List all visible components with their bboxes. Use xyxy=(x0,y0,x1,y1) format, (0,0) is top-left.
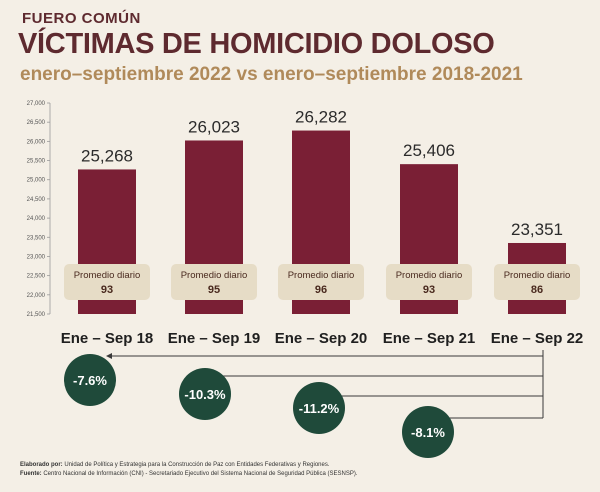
change-circle xyxy=(64,354,116,406)
change-label: -8.1% xyxy=(411,425,445,440)
change-circle xyxy=(179,368,231,420)
daily-average-label: Promedio diario xyxy=(181,270,248,281)
y-tick-label: 23,000 xyxy=(27,254,46,260)
daily-average-label: Promedio diario xyxy=(74,270,141,281)
chart-title: VÍCTIMAS DE HOMICIDIO DOLOSO xyxy=(18,28,495,60)
daily-average-label: Promedio diario xyxy=(288,270,355,281)
bar-value-label: 25,268 xyxy=(81,146,133,165)
y-tick-label: 26,000 xyxy=(27,139,46,145)
daily-average-value: 86 xyxy=(531,284,543,296)
x-category-label: Ene – Sep 21 xyxy=(383,330,476,347)
daily-average-badge xyxy=(386,264,472,300)
daily-average-value: 93 xyxy=(423,284,435,296)
x-category-label: Ene – Sep 20 xyxy=(275,330,368,347)
change-label: -7.6% xyxy=(73,373,107,388)
bar-value-label: 26,023 xyxy=(188,117,240,136)
daily-average-label: Promedio diario xyxy=(504,270,571,281)
daily-average-badge xyxy=(278,264,364,300)
footnote-prepared-label: Elaborado por: xyxy=(20,462,63,468)
change-label: -10.3% xyxy=(184,387,226,402)
footnote-source: Fuente: Centro Nacional de Información (… xyxy=(20,471,358,477)
y-tick-label: 25,000 xyxy=(27,178,46,184)
footnote-prepared: Elaborado por: Unidad de Política y Estr… xyxy=(20,462,330,468)
daily-average-badge xyxy=(64,264,150,300)
y-tick-label: 22,500 xyxy=(27,274,46,280)
kicker-label: FUERO COMÚN xyxy=(22,10,141,27)
y-tick-label: 23,500 xyxy=(27,235,46,241)
daily-average-value: 95 xyxy=(208,284,220,296)
y-tick-label: 25,500 xyxy=(27,159,46,165)
daily-average-value: 93 xyxy=(101,284,113,296)
change-label: -11.2% xyxy=(299,401,340,416)
y-tick-label: 24,000 xyxy=(27,216,46,222)
daily-average-label: Promedio diario xyxy=(396,270,463,281)
y-tick-label: 21,500 xyxy=(27,312,46,318)
y-tick-label: 22,000 xyxy=(27,293,46,299)
chart-subtitle: enero–septiembre 2022 vs enero–septiembr… xyxy=(20,64,523,85)
footnote-source-text: Centro Nacional de Información (CNI) - S… xyxy=(43,471,358,477)
x-category-label: Ene – Sep 22 xyxy=(491,330,584,347)
bar-value-label: 23,351 xyxy=(511,220,563,239)
daily-average-badge xyxy=(171,264,257,300)
x-category-label: Ene – Sep 18 xyxy=(61,330,154,347)
bar-value-label: 25,406 xyxy=(403,141,455,160)
change-circle xyxy=(293,382,345,434)
x-category-label: Ene – Sep 19 xyxy=(168,330,261,347)
bar-value-label: 26,282 xyxy=(295,108,347,127)
daily-average-badge xyxy=(494,264,580,300)
y-tick-label: 27,000 xyxy=(27,101,46,107)
footnote-prepared-text: Unidad de Política y Estrategia para la … xyxy=(64,462,330,468)
change-circle xyxy=(402,406,454,458)
footnote-source-label: Fuente: xyxy=(20,471,42,477)
y-tick-label: 26,500 xyxy=(27,120,46,126)
y-tick-label: 24,500 xyxy=(27,197,46,203)
daily-average-value: 96 xyxy=(315,284,327,296)
